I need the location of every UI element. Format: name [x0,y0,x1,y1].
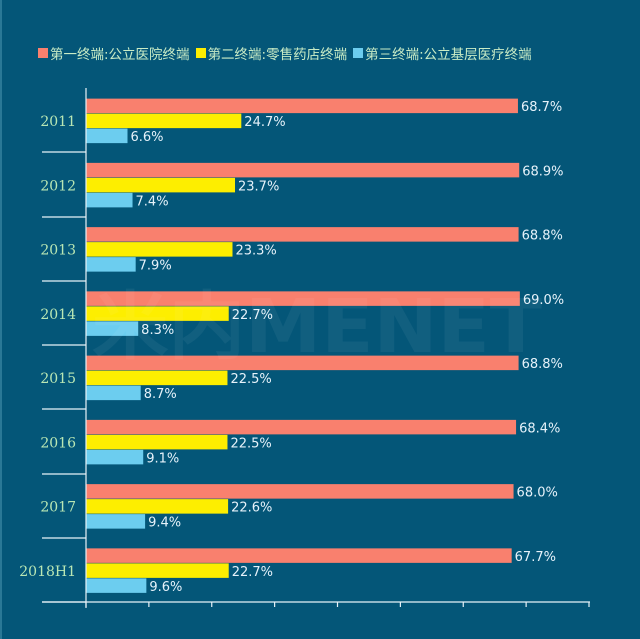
axes-layer [42,88,590,608]
bar-series-1 [86,291,520,306]
data-label-series-1: 69.0% [523,293,564,308]
data-label-series-2: 22.6% [231,501,272,516]
bar-series-1 [86,162,520,178]
bar-series-3 [86,321,139,336]
data-label-series-2: 22.7% [232,308,273,323]
data-label-series-1: 68.8% [522,357,563,372]
data-label-series-3: 7.9% [139,259,172,274]
data-label-series-2: 22.5% [230,436,271,451]
bar-series-3 [86,257,136,272]
data-label-series-1: 68.4% [519,421,560,436]
legend-swatch-series-3 [353,48,364,58]
data-label-series-3: 9.4% [148,516,181,531]
data-label-series-3: 8.7% [144,387,177,402]
bar-series-1 [86,227,519,242]
bar-series-2 [86,434,228,450]
legend-item-series-3: 第三终端:公立基层医疗终端 [353,43,532,63]
bar-series-3 [86,192,133,208]
legend-label-series-1: 第一终端:公立医院终端 [50,47,190,63]
data-label-series-3: 9.6% [149,580,182,595]
category-label: 2014 [40,307,76,323]
legend-item-series-2: 第二终端:零售药店终端 [195,43,348,63]
legend-swatch-series-2 [195,48,206,58]
bar-series-2 [86,242,233,257]
category-label: 2018H1 [19,564,76,580]
data-label-series-1: 68.9% [522,164,563,179]
data-label-series-1: 68.8% [522,229,563,244]
bar-series-1 [86,484,514,499]
labels-layer: 2011 68.7% 24.7% 6.6% 2012 68.9% 23.7% 7.4% 2013… [19,100,564,595]
legend-label-series-2: 第二终端:零售药店终端 [207,47,348,63]
left-border [0,0,2,639]
category-label: 2015 [40,371,76,387]
bar-series-1 [86,548,512,563]
bar-series-2 [86,113,242,129]
data-label-series-3: 9.1% [146,451,179,466]
data-label-series-3: 7.4% [136,194,169,209]
bar-series-3 [86,385,141,401]
data-label-series-1: 67.7% [515,550,556,565]
bar-series-1 [86,355,519,371]
category-label: 2016 [40,435,76,451]
data-label-series-3: 6.6% [130,130,163,145]
data-label-series-1: 68.0% [517,486,558,501]
category-label: 2011 [40,114,76,130]
bars-layer [86,98,520,593]
legend-label-series-3: 第三终端:公立基层医疗终端 [365,47,532,63]
bar-series-3 [86,449,144,465]
bar-series-3 [86,578,147,593]
legend-swatch-series-1 [38,48,48,58]
legend-item-series-1: 第一终端:公立医院终端 [38,43,190,63]
bar-series-3 [86,128,128,144]
legend: 第一终端:公立医院终端 第二终端:零售药店终端 第三终端:公立基层医疗终端 [38,43,538,63]
data-label-series-2: 23.3% [235,244,276,259]
bar-series-2 [86,306,229,321]
bar-series-3 [86,514,146,529]
bar-series-2 [86,177,236,193]
data-label-series-2: 22.7% [232,565,273,580]
data-label-series-2: 22.5% [230,372,271,387]
data-label-series-2: 23.7% [238,179,279,194]
bar-series-2 [86,563,229,578]
data-label-series-2: 24.7% [244,115,285,130]
bar-series-2 [86,370,228,386]
watermark: 米内MENET [92,284,543,370]
category-label: 2013 [40,243,76,259]
category-label: 2012 [40,178,76,194]
bar-series-1 [86,419,517,435]
bar-series-2 [86,499,229,514]
data-label-series-3: 8.3% [141,323,174,338]
data-label-series-1: 68.7% [521,100,562,115]
bar-series-1 [86,98,518,114]
category-label: 2017 [40,500,76,516]
